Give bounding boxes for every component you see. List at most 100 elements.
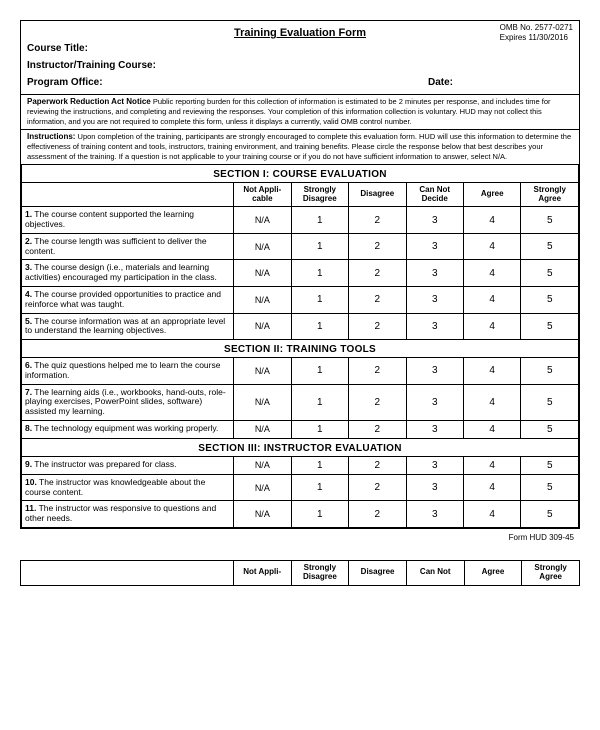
scale-cell[interactable]: 2 bbox=[349, 474, 406, 501]
scale-cell[interactable]: 1 bbox=[291, 286, 348, 313]
scale-cell[interactable]: 1 bbox=[291, 384, 348, 420]
scale-cell[interactable]: 5 bbox=[521, 260, 579, 287]
scale-cell[interactable]: 5 bbox=[521, 313, 579, 340]
scale-cell[interactable]: 2 bbox=[349, 358, 406, 385]
scale-cell[interactable]: N/A bbox=[234, 501, 291, 528]
scale-cell[interactable]: 3 bbox=[406, 501, 463, 528]
scale-cell[interactable]: 4 bbox=[463, 358, 520, 385]
scale-cell[interactable]: 4 bbox=[463, 501, 520, 528]
col-header: Strongly Disagree bbox=[291, 560, 349, 585]
scale-cell[interactable]: 3 bbox=[406, 420, 463, 438]
scale-cell[interactable]: 4 bbox=[463, 384, 520, 420]
table-row: 7. The learning aids (i.e., workbooks, h… bbox=[22, 384, 579, 420]
scale-cell[interactable]: 4 bbox=[463, 313, 520, 340]
scale-cell[interactable]: 3 bbox=[406, 384, 463, 420]
date-label: Date: bbox=[428, 77, 573, 88]
section-header: SECTION II: TRAINING TOOLS bbox=[22, 340, 579, 358]
table-row: 11. The instructor was responsive to que… bbox=[22, 501, 579, 528]
scale-cell[interactable]: 2 bbox=[349, 384, 406, 420]
col-header: Can Not Decide bbox=[406, 182, 463, 207]
scale-cell[interactable]: 4 bbox=[463, 420, 520, 438]
col-header: Can Not bbox=[406, 560, 464, 585]
pra-label: Paperwork Reduction Act Notice bbox=[27, 97, 151, 106]
col-question-blank bbox=[22, 182, 234, 207]
scale-cell[interactable]: 2 bbox=[349, 501, 406, 528]
scale-cell[interactable]: 1 bbox=[291, 313, 348, 340]
scale-cell[interactable]: 2 bbox=[349, 286, 406, 313]
scale-cell[interactable]: 4 bbox=[463, 233, 520, 260]
scale-cell[interactable]: 5 bbox=[521, 384, 579, 420]
instructions-text: Upon completion of the training, partici… bbox=[27, 132, 571, 161]
col-header: Disagree bbox=[349, 182, 406, 207]
table-row: 1. The course content supported the lear… bbox=[22, 207, 579, 234]
scale-cell[interactable]: 1 bbox=[291, 358, 348, 385]
scale-cell[interactable]: 5 bbox=[521, 358, 579, 385]
scale-cell[interactable]: 3 bbox=[406, 456, 463, 474]
scale-cell[interactable]: 5 bbox=[521, 474, 579, 501]
scale-cell[interactable]: 1 bbox=[291, 501, 348, 528]
scale-cell[interactable]: N/A bbox=[234, 456, 291, 474]
scale-cell[interactable]: 5 bbox=[521, 207, 579, 234]
scale-cell[interactable]: 3 bbox=[406, 260, 463, 287]
col-header: Agree bbox=[463, 182, 520, 207]
scale-cell[interactable]: 2 bbox=[349, 456, 406, 474]
scale-cell[interactable]: N/A bbox=[234, 286, 291, 313]
scale-cell[interactable]: N/A bbox=[234, 260, 291, 287]
col-header: Not Appli- bbox=[233, 560, 291, 585]
scale-cell[interactable]: 4 bbox=[463, 286, 520, 313]
scale-cell[interactable]: 4 bbox=[463, 260, 520, 287]
col-header: Strongly Disagree bbox=[291, 182, 348, 207]
scale-cell[interactable]: 3 bbox=[406, 233, 463, 260]
form-container: OMB No. 2577-0271 Expires 11/30/2016 Tra… bbox=[20, 20, 580, 529]
scale-cell[interactable]: 1 bbox=[291, 456, 348, 474]
table-row: 2. The course length was sufficient to d… bbox=[22, 233, 579, 260]
scale-cell[interactable]: 5 bbox=[521, 286, 579, 313]
scale-cell[interactable]: 5 bbox=[521, 420, 579, 438]
scale-cell[interactable]: 1 bbox=[291, 260, 348, 287]
table-row: 9. The instructor was prepared for class… bbox=[22, 456, 579, 474]
table-row: 3. The course design (i.e., materials an… bbox=[22, 260, 579, 287]
scale-cell[interactable]: N/A bbox=[234, 420, 291, 438]
question-cell: 10. The instructor was knowledgeable abo… bbox=[22, 474, 234, 501]
col-header: Agree bbox=[464, 560, 522, 585]
question-cell: 4. The course provided opportunities to … bbox=[22, 286, 234, 313]
question-cell: 9. The instructor was prepared for class… bbox=[22, 456, 234, 474]
scale-cell[interactable]: 1 bbox=[291, 474, 348, 501]
col-question-blank bbox=[21, 560, 234, 585]
scale-cell[interactable]: 3 bbox=[406, 358, 463, 385]
question-cell: 3. The course design (i.e., materials an… bbox=[22, 260, 234, 287]
scale-cell[interactable]: N/A bbox=[234, 474, 291, 501]
scale-cell[interactable]: N/A bbox=[234, 313, 291, 340]
scale-cell[interactable]: N/A bbox=[234, 384, 291, 420]
scale-cell[interactable]: 3 bbox=[406, 313, 463, 340]
form-footer: Form HUD 309-45 bbox=[20, 529, 580, 542]
scale-cell[interactable]: 3 bbox=[406, 474, 463, 501]
scale-cell[interactable]: 1 bbox=[291, 207, 348, 234]
scale-cell[interactable]: 3 bbox=[406, 286, 463, 313]
scale-cell[interactable]: 5 bbox=[521, 501, 579, 528]
scale-cell[interactable]: 2 bbox=[349, 207, 406, 234]
instructions-block: Instructions: Upon completion of the tra… bbox=[21, 129, 579, 164]
scale-cell[interactable]: 2 bbox=[349, 260, 406, 287]
scale-cell[interactable]: 3 bbox=[406, 207, 463, 234]
scale-cell[interactable]: 4 bbox=[463, 456, 520, 474]
scale-cell[interactable]: N/A bbox=[234, 233, 291, 260]
scale-cell[interactable]: 2 bbox=[349, 233, 406, 260]
scale-cell[interactable]: 5 bbox=[521, 233, 579, 260]
question-cell: 2. The course length was sufficient to d… bbox=[22, 233, 234, 260]
scale-cell[interactable]: 5 bbox=[521, 456, 579, 474]
scale-cell[interactable]: 1 bbox=[291, 420, 348, 438]
scale-cell[interactable]: N/A bbox=[234, 207, 291, 234]
section-header: SECTION III: INSTRUCTOR EVALUATION bbox=[22, 438, 579, 456]
scale-cell[interactable]: 2 bbox=[349, 313, 406, 340]
scale-cell[interactable]: 2 bbox=[349, 420, 406, 438]
omb-expires: Expires 11/30/2016 bbox=[500, 33, 568, 42]
scale-cell[interactable]: 4 bbox=[463, 207, 520, 234]
question-cell: 1. The course content supported the lear… bbox=[22, 207, 234, 234]
scale-cell[interactable]: 1 bbox=[291, 233, 348, 260]
scale-cell[interactable]: 4 bbox=[463, 474, 520, 501]
page2-header: Not Appli-Strongly DisagreeDisagreeCan N… bbox=[20, 560, 580, 586]
scale-cell[interactable]: N/A bbox=[234, 358, 291, 385]
question-cell: 11. The instructor was responsive to que… bbox=[22, 501, 234, 528]
form-title: Training Evaluation Form bbox=[27, 27, 573, 39]
